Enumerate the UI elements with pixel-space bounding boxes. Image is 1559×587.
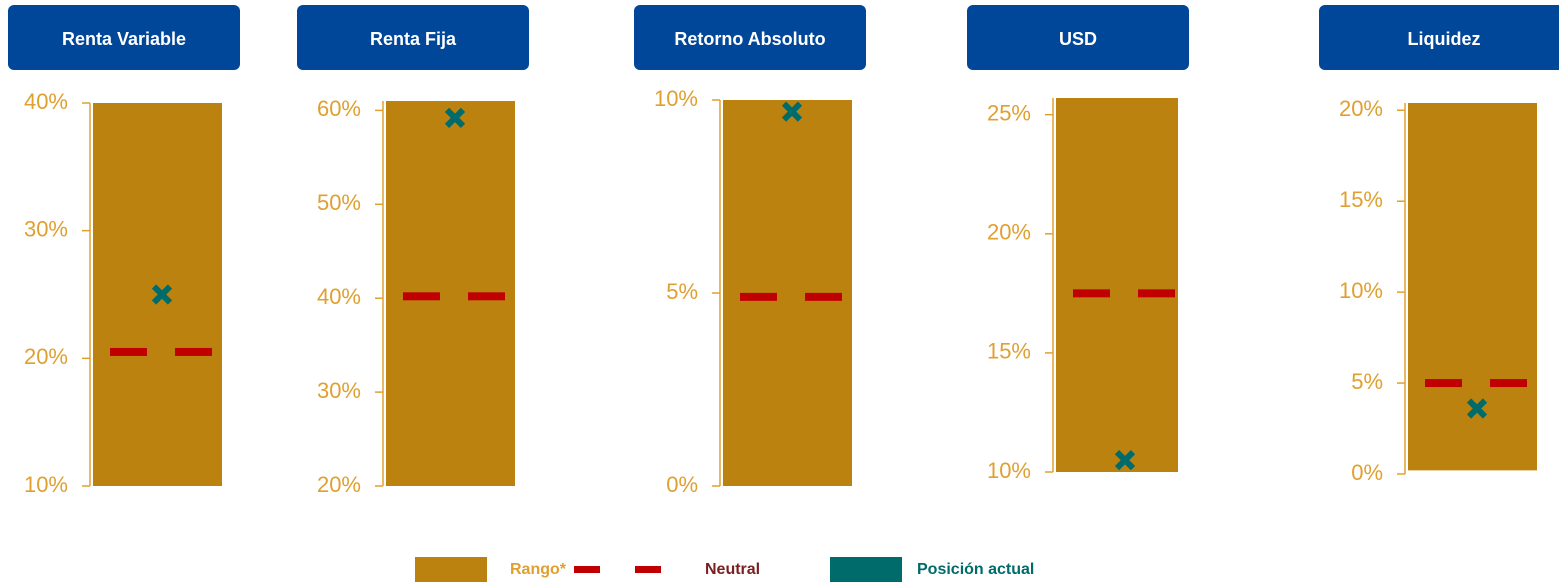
panel-title: Liquidez [1408, 29, 1481, 49]
y-tick-label: 10% [24, 472, 68, 497]
y-tick-label: 25% [987, 100, 1031, 125]
y-tick-label: 5% [666, 279, 698, 304]
y-tick-label: 0% [1351, 460, 1383, 485]
y-tick-label: 10% [1339, 278, 1383, 303]
legend-position-swatch [830, 557, 902, 582]
panel-title: Retorno Absoluto [674, 29, 825, 49]
panel-title: USD [1059, 29, 1097, 49]
legend-position-label: Posición actual [917, 561, 1034, 578]
neutral-dash [1425, 379, 1462, 388]
panel-title: Renta Fija [370, 29, 457, 49]
y-tick-label: 0% [666, 472, 698, 497]
neutral-dash [1073, 289, 1110, 298]
y-tick-label: 15% [1339, 187, 1383, 212]
legend-neutral-swatch [574, 566, 600, 573]
position-marker [444, 107, 466, 129]
panel-header [297, 5, 529, 70]
y-tick-label: 10% [987, 458, 1031, 483]
y-tick-label: 50% [317, 190, 361, 215]
panel-header [8, 5, 240, 70]
y-tick-label: 30% [317, 378, 361, 403]
y-tick-label: 20% [24, 344, 68, 369]
neutral-dash [403, 292, 440, 301]
neutral-dash [110, 347, 147, 356]
position-marker [1466, 398, 1488, 419]
legend-neutral-swatch [635, 566, 661, 573]
y-tick-label: 15% [987, 339, 1031, 364]
neutral-dash [468, 292, 505, 301]
y-tick-label: 5% [1351, 369, 1383, 394]
position-marker [1114, 449, 1136, 471]
range-bar [1056, 98, 1178, 472]
range-bar [93, 103, 222, 486]
panel-title: Renta Variable [62, 29, 186, 49]
y-tick-label: 20% [987, 220, 1031, 245]
neutral-dash [805, 292, 842, 301]
legend-range-label: Rango* [510, 561, 567, 578]
y-tick-label: 20% [1339, 96, 1383, 121]
panel-header [1319, 5, 1559, 70]
y-tick-label: 10% [654, 86, 698, 111]
panel-header [967, 5, 1189, 70]
y-tick-label: 60% [317, 96, 361, 121]
neutral-dash [1490, 379, 1527, 388]
panel-header [634, 5, 866, 70]
neutral-dash [175, 347, 212, 356]
neutral-dash [740, 292, 777, 301]
legend-range-swatch [415, 557, 487, 582]
neutral-dash [1138, 289, 1175, 298]
y-tick-label: 40% [317, 284, 361, 309]
legend-neutral-label: Neutral [705, 561, 760, 578]
y-tick-label: 30% [24, 216, 68, 241]
y-tick-label: 40% [24, 89, 68, 114]
y-tick-label: 20% [317, 472, 361, 497]
position-marker [151, 284, 173, 305]
position-marker [781, 101, 803, 122]
